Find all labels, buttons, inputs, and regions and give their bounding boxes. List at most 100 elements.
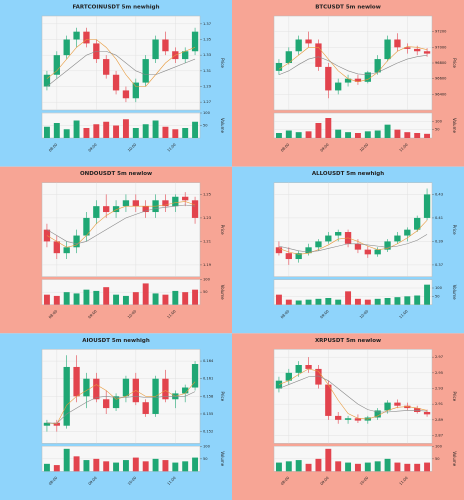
candle-body <box>43 74 51 87</box>
moving-average-line <box>46 391 196 424</box>
volume-bar <box>275 294 282 305</box>
candle-body <box>335 415 342 420</box>
volume-bar <box>132 457 139 472</box>
volume-bar <box>295 300 302 305</box>
candle-body <box>315 368 322 385</box>
moving-average-line <box>46 50 196 87</box>
volume-tick-label: 50 <box>435 128 440 132</box>
volume-bar <box>73 293 80 305</box>
volume-bar <box>152 293 159 305</box>
candle-body <box>182 387 189 394</box>
chart-title: BTCUSDT 5m newlow <box>315 5 381 11</box>
candle-body <box>152 39 159 60</box>
y-tick-label: 1.25 <box>203 192 211 196</box>
chart-panel: BTCUSDT 5m newlow 96400 96600 96800 97000 972… <box>232 0 464 167</box>
volume-bar <box>335 299 342 305</box>
volume-bar <box>43 294 50 305</box>
candle-body <box>344 78 352 83</box>
candle-body <box>83 217 90 236</box>
volume-tick-label: 50 <box>435 457 440 461</box>
candle-body <box>275 63 283 71</box>
volume-tick-label: 100 <box>203 444 211 448</box>
candle-body <box>53 241 60 254</box>
x-tick-label: 10:00 <box>127 475 138 486</box>
volume-bar <box>122 460 129 472</box>
volume-bar <box>424 462 431 472</box>
candle-body <box>285 51 292 63</box>
volume-bar <box>404 463 411 472</box>
moving-average-line <box>278 46 428 83</box>
candle-body <box>305 365 312 369</box>
x-tick-label: 09:00 <box>320 309 331 320</box>
candle-body <box>142 59 149 83</box>
candle-body <box>132 82 139 99</box>
chart-title: FARTCOINUSDT 5m newhigh <box>73 5 160 11</box>
volume-bar <box>172 290 179 305</box>
y-tick-label: 96800 <box>435 61 447 65</box>
y-axis-label: Price <box>220 225 225 235</box>
candle-body <box>191 200 199 218</box>
volume-bar <box>103 287 110 305</box>
volume-bar <box>364 462 371 472</box>
candle-body <box>374 249 381 255</box>
volume-bar <box>132 128 139 138</box>
candle-body <box>423 194 431 218</box>
volume-bar <box>152 458 159 472</box>
volume-bar <box>93 290 100 305</box>
volume-bar <box>162 294 169 305</box>
candle-body <box>162 39 169 52</box>
candle-body <box>384 402 391 411</box>
y-tick-label: 0.158 <box>203 394 214 398</box>
candle-body <box>315 241 322 248</box>
volume-tick-label: 50 <box>203 124 208 128</box>
volume-tick-label: 100 <box>435 286 443 290</box>
y-tick-label: 0.152 <box>203 430 213 434</box>
volume-bar <box>182 128 189 138</box>
chart-title: AIOUSDT 5m newhigh <box>82 338 150 344</box>
volume-tick-label: 100 <box>203 111 211 115</box>
y-tick-label: 1.27 <box>203 100 211 104</box>
y-tick-label: 0.161 <box>203 377 213 381</box>
candle-body <box>112 74 120 91</box>
volume-bar <box>43 126 50 138</box>
candle-body <box>374 410 381 418</box>
volume-bar <box>122 295 129 305</box>
candle-body <box>122 90 130 99</box>
volume-bar <box>285 299 292 305</box>
candle-body <box>191 364 199 388</box>
candle-body <box>394 235 401 242</box>
candle-body <box>63 366 70 426</box>
x-tick-label: 10:00 <box>127 142 138 153</box>
candle-body <box>344 418 352 420</box>
candle-body <box>384 241 391 250</box>
x-tick-label: 09:00 <box>320 142 331 153</box>
candle-body <box>112 396 120 409</box>
volume-bar <box>424 133 431 138</box>
chart-panel: FARTCOINUSDT 5m newhigh 1.27 1.29 1.31 1.33 1… <box>0 0 232 167</box>
candle-body <box>354 418 362 421</box>
candle-body <box>73 31 80 40</box>
volume-bar <box>414 133 421 138</box>
candle-body <box>112 206 120 213</box>
volume-bar <box>172 129 179 138</box>
volume-bar <box>275 462 282 472</box>
volume-bar <box>142 461 149 472</box>
volume-bar <box>113 462 120 472</box>
candle-body <box>325 235 332 242</box>
volume-bar <box>325 298 332 305</box>
x-tick-label: 11:00 <box>167 309 178 320</box>
volume-axis-label: Volume <box>220 451 225 466</box>
volume-bar <box>335 129 342 138</box>
candle-body <box>325 66 332 91</box>
volume-bar <box>53 123 60 138</box>
y-tick-label: 1.31 <box>203 69 211 73</box>
candle-body <box>295 253 302 260</box>
volume-bar <box>182 292 189 305</box>
x-tick-label: 10:00 <box>359 142 370 153</box>
candle-body <box>295 365 302 373</box>
y-tick-label: 2.97 <box>435 355 443 359</box>
candle-body <box>93 206 100 218</box>
y-tick-label: 0.39 <box>435 239 444 243</box>
